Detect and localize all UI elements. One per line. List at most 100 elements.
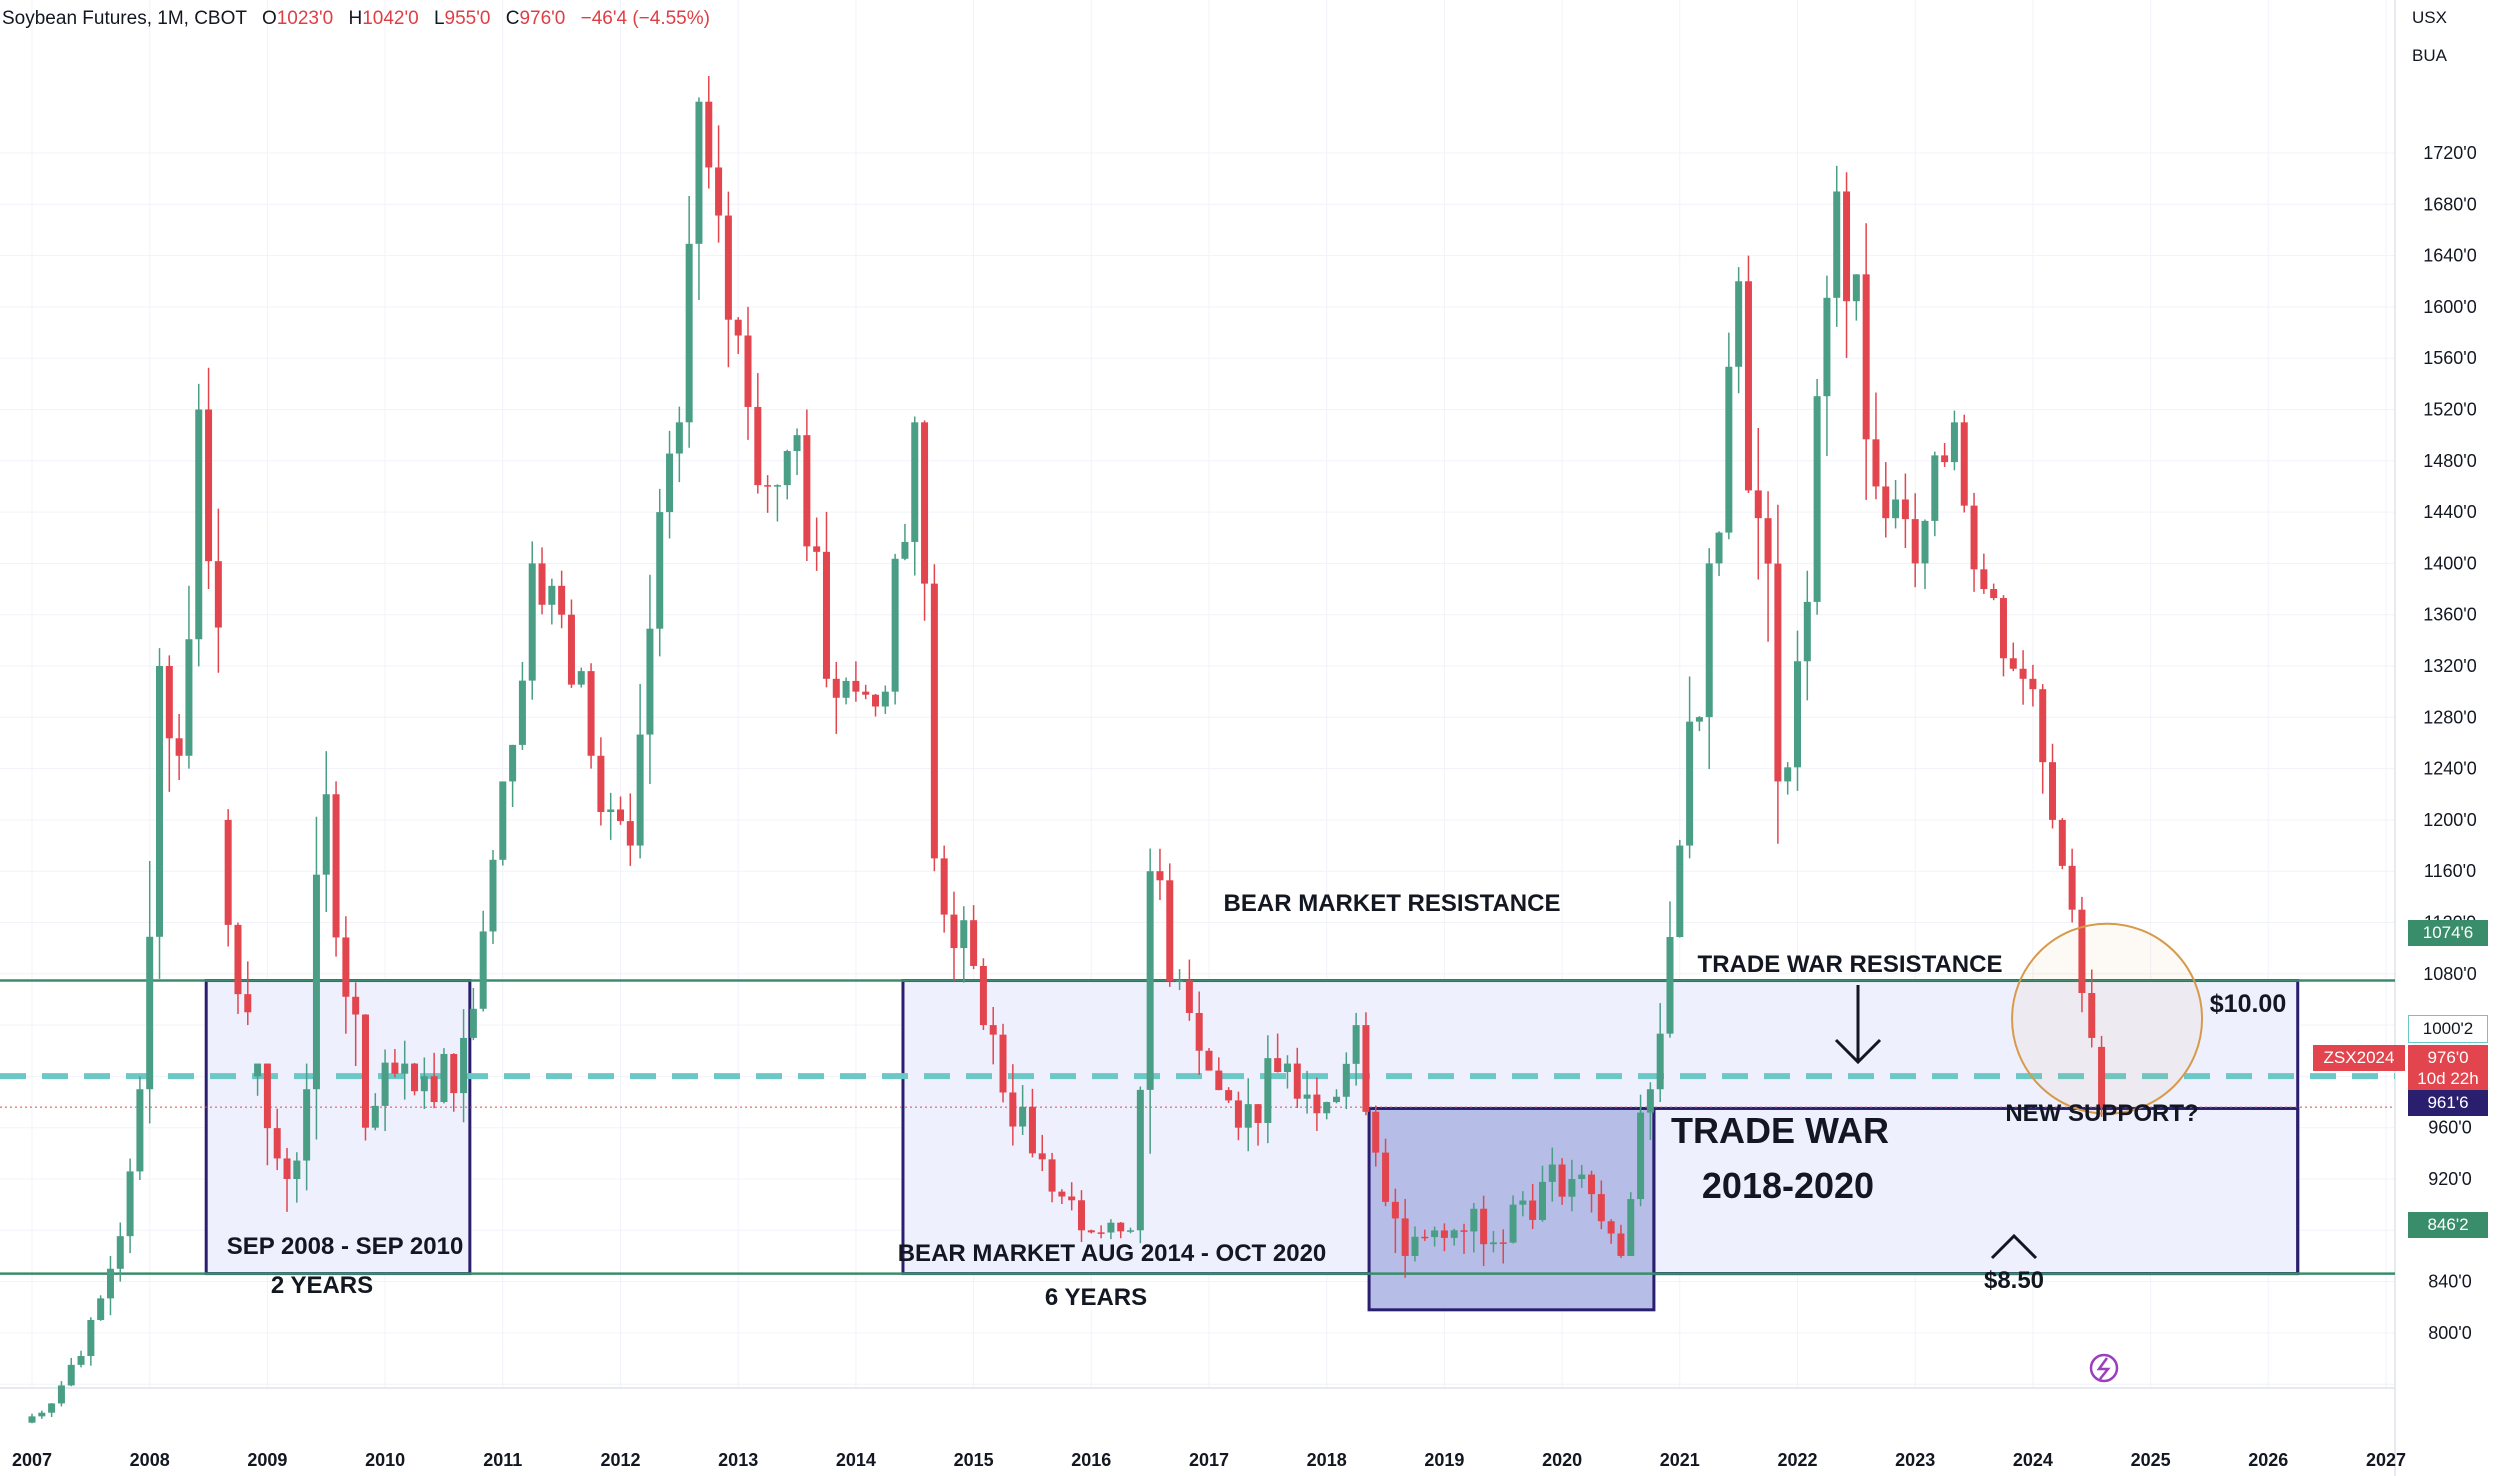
candle-body: [1166, 880, 1174, 982]
candlestick-series: [28, 76, 2106, 1424]
candle-body: [430, 1076, 438, 1103]
candle-body: [1735, 281, 1743, 367]
candle-body: [1372, 1111, 1380, 1153]
candle-body: [1715, 532, 1723, 564]
candle-body: [2078, 909, 2086, 994]
y-tick-label: 1200'0: [2423, 810, 2477, 830]
candle-body: [106, 1268, 114, 1299]
candle-body: [636, 734, 644, 846]
candle-body: [1470, 1208, 1478, 1232]
candle-body: [1990, 589, 1998, 599]
candle-body: [1705, 563, 1713, 718]
candle-body: [1637, 1112, 1645, 1200]
candle-body: [1960, 422, 1968, 506]
y-tick-label: 960'0: [2428, 1118, 2471, 1138]
candle-body: [1823, 297, 1831, 397]
candle-body: [499, 781, 507, 860]
y-tick-label: 840'0: [2428, 1272, 2471, 1292]
candle-body: [617, 809, 624, 822]
low-value: 955'0: [444, 8, 491, 29]
candle-body: [1803, 601, 1811, 662]
two-years-label: 2 YEARS: [270, 1272, 374, 1299]
resistance-price-tag: 1074'6: [2408, 920, 2488, 946]
candle-body: [1794, 661, 1801, 768]
six-years-label: 6 YEARS: [1044, 1284, 1148, 1311]
candle-body: [862, 691, 870, 695]
candle-body: [48, 1403, 56, 1413]
candle-body: [666, 453, 674, 513]
candle-body: [1774, 563, 1782, 782]
candle-body: [126, 1171, 134, 1237]
candle-body: [1225, 1090, 1233, 1101]
candle-body: [626, 821, 634, 846]
x-tick-label: 2008: [130, 1450, 170, 1470]
candle-body: [1293, 1063, 1301, 1099]
candle-body: [332, 794, 340, 938]
x-tick-label: 2022: [1777, 1450, 1817, 1470]
candle-body: [1813, 396, 1821, 602]
candle-body: [528, 563, 536, 681]
candle-body: [773, 485, 781, 487]
dashed-level-price-tag: 1000'2: [2408, 1015, 2488, 1043]
candle-body: [1617, 1233, 1625, 1256]
candle-body: [175, 738, 183, 756]
candle-body: [322, 794, 330, 875]
candle-body: [136, 1089, 144, 1172]
candle-body: [1077, 1200, 1085, 1231]
candle-body: [587, 671, 595, 756]
candle-body: [548, 585, 556, 605]
open-label: O: [261, 8, 277, 29]
currency-label-usx[interactable]: USX: [2412, 8, 2447, 27]
candle-body: [263, 1063, 271, 1129]
candle-body: [87, 1319, 95, 1356]
x-tick-label: 2023: [1895, 1450, 1935, 1470]
candle-body: [1656, 1033, 1664, 1090]
candle-body: [597, 755, 605, 813]
y-tick-label: 1600'0: [2423, 297, 2477, 317]
x-tick-label: 2017: [1189, 1450, 1229, 1470]
candle-body: [1107, 1222, 1115, 1233]
candle-body: [1558, 1164, 1566, 1197]
candle-body: [803, 435, 811, 547]
x-tick-label: 2027: [2366, 1450, 2406, 1470]
candle-body: [1489, 1242, 1497, 1245]
candle-body: [1852, 274, 1860, 302]
candle-body: [1627, 1199, 1635, 1256]
candle-body: [1048, 1159, 1056, 1192]
candle-body: [842, 680, 850, 698]
candle-body: [1244, 1104, 1252, 1128]
y-tick-label: 1400'0: [2423, 553, 2477, 573]
down-arrow-head: [1834, 1038, 1882, 1065]
y-tick-label: 1080'0: [2423, 964, 2477, 984]
sep-2008-range-box: [204, 979, 472, 1276]
candle-body: [1028, 1106, 1036, 1154]
candle-body: [1941, 455, 1949, 463]
candle-body: [67, 1364, 75, 1386]
price-axis: 800'0840'0880'0920'0960'01000'01040'0108…: [2423, 143, 2477, 1343]
candle-body: [116, 1236, 124, 1269]
candle-body: [1382, 1152, 1390, 1202]
candle-body: [342, 937, 350, 997]
candle-body: [146, 936, 154, 1090]
candle-body: [2049, 762, 2057, 820]
symbol-tag: ZSX2024: [2313, 1045, 2405, 1071]
trade-war-years-label: 2018-2020: [1701, 1165, 1875, 1206]
candle-body: [1391, 1201, 1399, 1219]
new-support-label: NEW SUPPORT?: [2005, 1100, 2199, 1127]
candle-body: [1862, 274, 1870, 440]
candle-body: [381, 1062, 389, 1106]
candle-body: [244, 994, 252, 1013]
annotation-overlay: [1834, 922, 2204, 1383]
candle-body: [450, 1053, 458, 1094]
candle-body: [420, 1076, 428, 1092]
candle-body: [489, 859, 497, 932]
candle-body: [254, 1063, 262, 1077]
y-tick-label: 1320'0: [2423, 656, 2477, 676]
candle-body: [1538, 1181, 1546, 1220]
candle-body: [1480, 1208, 1488, 1245]
candle-body: [469, 1008, 477, 1038]
candle-body: [1146, 871, 1154, 1090]
currency-label-bua[interactable]: BUA: [2412, 46, 2447, 65]
y-tick-label: 1640'0: [2423, 246, 2477, 266]
